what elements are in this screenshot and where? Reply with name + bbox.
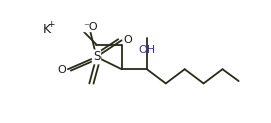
Text: O: O [123, 35, 132, 45]
Text: ⁻O: ⁻O [83, 22, 98, 32]
Text: OH: OH [138, 45, 156, 55]
Text: O: O [57, 65, 66, 75]
Text: K: K [43, 23, 50, 36]
Text: S: S [93, 50, 100, 63]
Text: +: + [47, 20, 55, 29]
